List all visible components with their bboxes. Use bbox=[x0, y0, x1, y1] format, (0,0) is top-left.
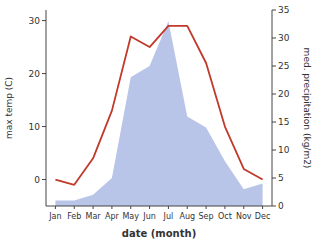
y-tick-label: 0 bbox=[34, 175, 40, 185]
y2-tick bbox=[272, 94, 276, 95]
x-tick-label: Jun bbox=[142, 212, 156, 221]
y-axis-label: max temp (C) bbox=[4, 77, 14, 139]
y-tick-label: 10 bbox=[29, 122, 41, 132]
x-tick bbox=[224, 206, 225, 209]
y2-tick bbox=[272, 150, 276, 151]
y2-tick bbox=[272, 206, 276, 207]
plot-area bbox=[55, 21, 262, 206]
x-tick-label: Nov bbox=[236, 212, 252, 221]
y-tick-label: 20 bbox=[29, 69, 41, 79]
y2-tick-label: 35 bbox=[278, 5, 289, 15]
x-tick-label: Apr bbox=[105, 212, 120, 221]
x-tick-label: Sep bbox=[199, 212, 214, 221]
x-tick bbox=[149, 206, 150, 209]
x-tick-label: Jan bbox=[48, 212, 61, 221]
x-axis-line bbox=[46, 206, 272, 207]
y2-tick-label: 10 bbox=[278, 145, 290, 155]
x-tick bbox=[74, 206, 75, 209]
y2-tick bbox=[272, 66, 276, 67]
y2-tick-label: 30 bbox=[278, 33, 290, 43]
y-tick bbox=[42, 126, 46, 127]
y2-tick-label: 0 bbox=[278, 201, 284, 211]
y-axis-line bbox=[46, 10, 47, 206]
x-tick bbox=[111, 206, 112, 209]
y-tick-label: 30 bbox=[29, 16, 41, 26]
x-tick-label: Oct bbox=[218, 212, 232, 221]
y2-tick-label: 5 bbox=[278, 173, 284, 183]
x-tick bbox=[130, 206, 131, 209]
x-tick bbox=[262, 206, 263, 209]
x-tick-label: May bbox=[122, 212, 139, 221]
y2-tick bbox=[272, 178, 276, 179]
temperature-line bbox=[55, 26, 262, 185]
y2-tick bbox=[272, 10, 276, 11]
x-tick-label: Mar bbox=[86, 212, 102, 221]
y2-axis-line bbox=[272, 10, 273, 206]
x-tick bbox=[206, 206, 207, 209]
y2-tick bbox=[272, 122, 276, 123]
x-tick bbox=[187, 206, 188, 209]
y2-tick bbox=[272, 38, 276, 39]
x-tick-label: Dec bbox=[255, 212, 270, 221]
x-tick-label: Jul bbox=[163, 212, 174, 221]
precipitation-area bbox=[55, 21, 262, 206]
x-tick bbox=[243, 206, 244, 209]
y2-axis-label: med. precipitation (kg/m2) bbox=[302, 48, 312, 169]
y2-tick-label: 25 bbox=[278, 61, 289, 71]
chart: 0 10 20 30 0 5 10 15 20 25 30 35 Jan Feb MarAprMayJun J… bbox=[0, 0, 318, 247]
y2-tick-label: 20 bbox=[278, 89, 290, 99]
y2-tick-label: 15 bbox=[278, 117, 289, 127]
x-tick-label: Aug bbox=[179, 212, 195, 221]
x-tick bbox=[93, 206, 94, 209]
x-tick-label: Feb bbox=[67, 212, 81, 221]
y-tick bbox=[42, 20, 46, 21]
x-tick bbox=[55, 206, 56, 209]
y-tick bbox=[42, 179, 46, 180]
y-tick bbox=[42, 73, 46, 74]
x-tick bbox=[168, 206, 169, 209]
x-axis-label: date (month) bbox=[122, 228, 196, 239]
